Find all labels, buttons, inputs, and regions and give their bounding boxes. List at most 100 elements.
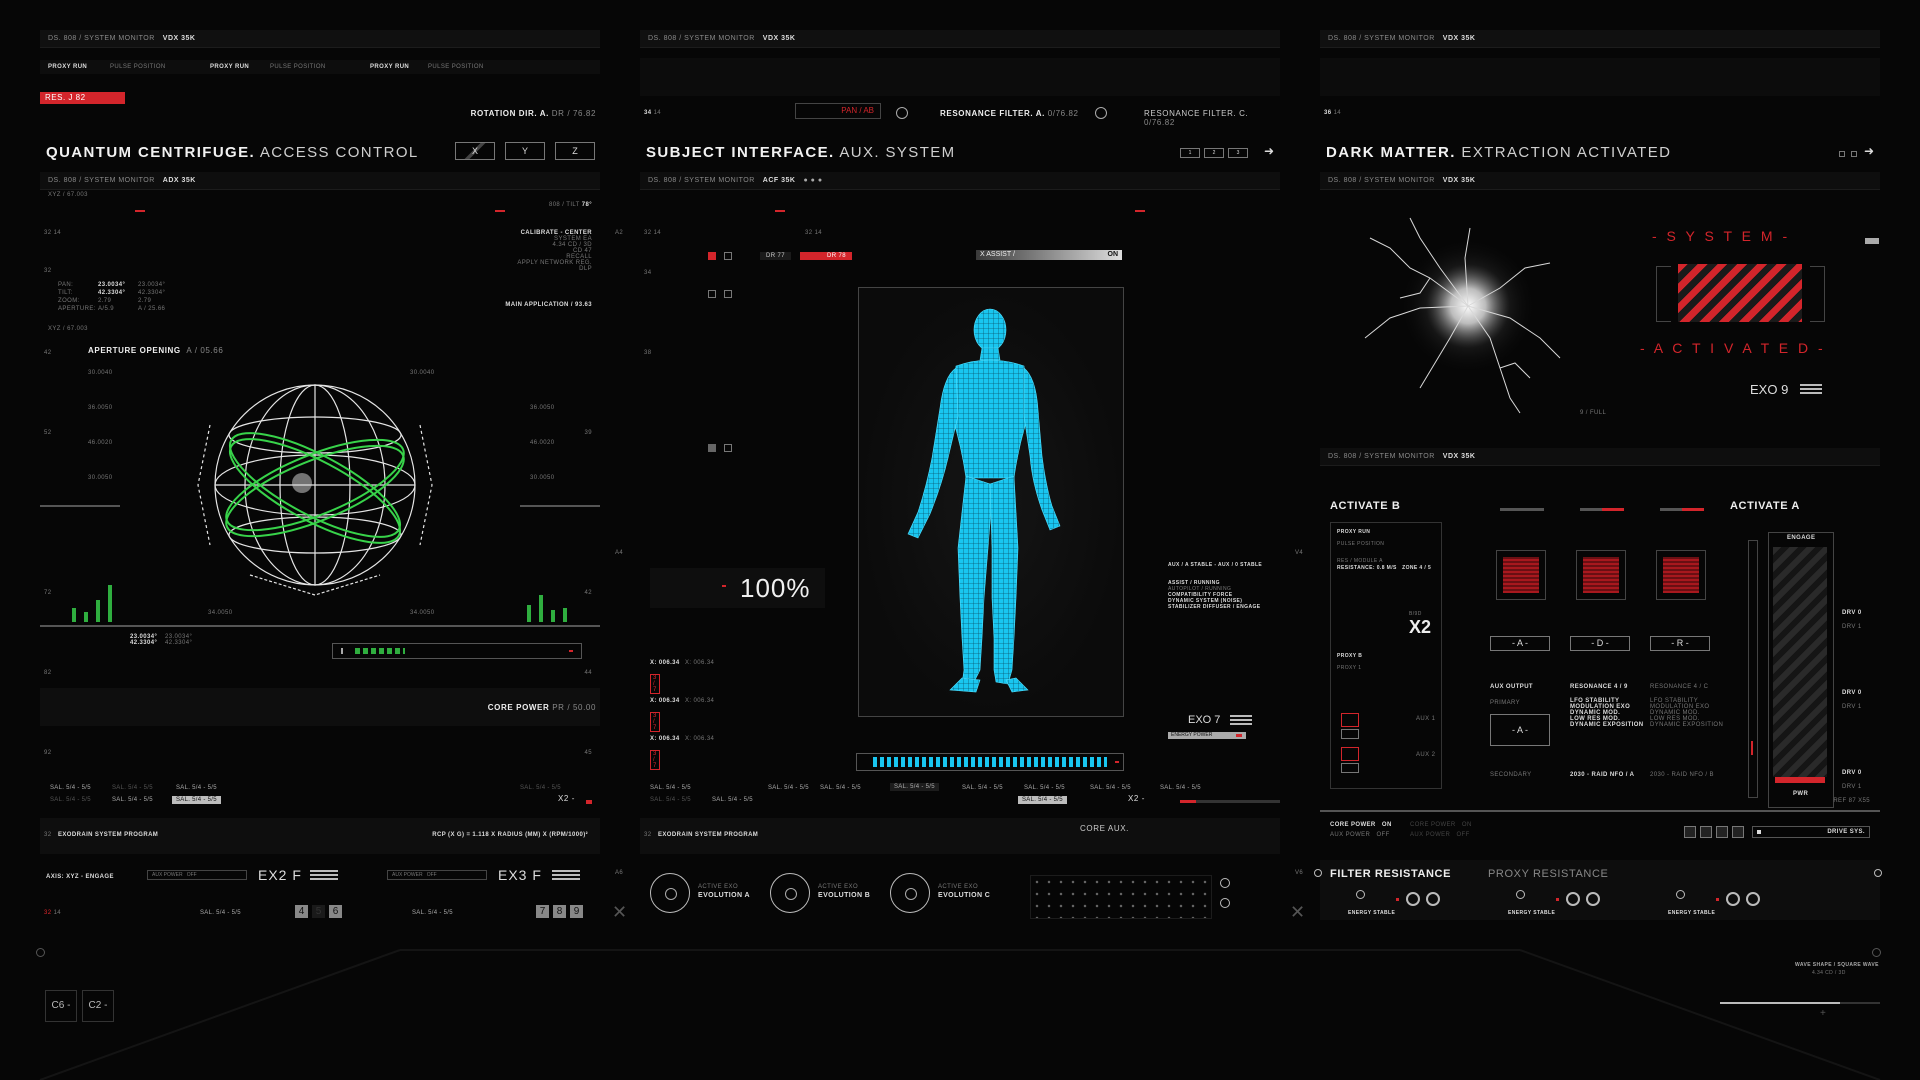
arrow-right-icon[interactable]: ➜ [1864,144,1875,158]
drv-item[interactable]: DRV 0 [1842,690,1862,696]
pan-ab-box[interactable]: PAN / AB [795,103,881,119]
sal-pill[interactable]: SAL. 5/4 - 5/5 [712,797,753,803]
sal-pill[interactable]: SAL. 5/4 - 5/5 [50,797,91,803]
sal-pill[interactable]: SAL. 5/4 - 5/5 [112,785,153,791]
sal-pill[interactable]: SAL. 5/4 - 5/5 [962,785,1003,791]
filter-knob[interactable] [1746,892,1760,906]
sal-pill[interactable]: SAL. 5/4 - 5/5 [768,785,809,791]
proxy-run-2[interactable]: PROXY RUN [210,64,250,70]
num-box[interactable]: 6 [329,905,342,918]
drv-item[interactable]: DRV 1 [1842,784,1862,790]
drv-item[interactable]: DRV 0 [1842,770,1862,776]
sal-pill[interactable]: SAL. 5/4 - 5/5 [112,797,153,803]
filter-circle-icon[interactable] [1314,869,1322,877]
letter-box-d[interactable]: - D - [1570,636,1630,651]
window-icon[interactable] [1839,151,1845,157]
proxy-b[interactable]: PROXY B [1337,653,1363,659]
close-icon[interactable]: ✕ [612,902,628,922]
coord-tag[interactable]: 3 / 7 [650,750,660,770]
num-box[interactable]: 4 [295,905,308,918]
num-box[interactable]: 5 [312,905,325,918]
sal-pill[interactable]: SAL. 5/4 - 5/5 [50,785,91,791]
axis-y-button[interactable]: Y [505,142,545,160]
num-box[interactable]: 9 [570,905,583,918]
scroll-tab[interactable] [1865,238,1879,244]
letter-box-a[interactable]: - A - [1490,636,1550,651]
small-toggle[interactable] [1341,729,1359,739]
proxy-run-3[interactable]: PROXY RUN [370,64,410,70]
sal-pill[interactable]: SAL. 5/4 - 5/5 [200,910,241,916]
sal-pill[interactable]: SAL. 5/4 - 5/5 [820,785,861,791]
evolution-c-knob[interactable] [890,873,930,913]
c2-box[interactable]: C2 - [82,990,114,1022]
evolution-b-knob[interactable] [770,873,810,913]
on-label[interactable]: ON [1381,822,1392,828]
drive-button[interactable] [1684,826,1696,838]
checkbox[interactable] [724,290,732,298]
drv-item[interactable]: DRV 0 [1842,610,1862,616]
side-slider[interactable] [1748,540,1758,798]
checkbox-checked[interactable] [708,252,716,260]
small-knob-icon[interactable] [1220,878,1230,888]
checkbox[interactable] [724,444,732,452]
pad-a[interactable] [1496,550,1546,600]
filter-knob[interactable] [1586,892,1600,906]
arrow-right-icon[interactable]: ➜ [1264,144,1275,158]
pad-d[interactable] [1576,550,1626,600]
sal-pill-selected[interactable]: SAL. 5/4 - 5/5 [172,796,221,804]
sal-pill[interactable]: SAL. 5/4 - 5/5 [1160,785,1201,791]
small-toggle[interactable] [1341,763,1359,773]
aux-power-field[interactable]: AUX POWER OFF [147,870,247,880]
num-box[interactable]: 7 [536,905,549,918]
evolution-a-knob[interactable] [650,873,690,913]
sal-pill[interactable]: SAL. 5/4 - 5/5 [890,783,939,791]
filter-circle-icon[interactable] [1874,869,1882,877]
filter-knob[interactable] [1426,892,1440,906]
wave-slider[interactable] [1720,1002,1880,1004]
small-toggle[interactable] [1341,747,1359,761]
filter-knob[interactable] [1406,892,1420,906]
axis-x-button[interactable]: X [455,142,495,160]
x-assist-bar[interactable]: X ASSIST / ON [976,250,1122,260]
coord-tag[interactable]: 3 / 7 [650,674,660,694]
sal-pill[interactable]: SAL. 5/4 - 5/5 [412,910,453,916]
sal-pill-selected[interactable]: SAL. 5/4 - 5/5 [1018,796,1067,804]
proxy-1[interactable]: PROXY 1 [1337,665,1362,671]
num-box[interactable]: 8 [553,905,566,918]
filter-knob[interactable] [1726,892,1740,906]
drive-sys-field[interactable]: DRIVE SYS. [1752,826,1870,838]
proxy-run[interactable]: PROXY RUN [1337,529,1371,535]
plus-icon[interactable]: + [1820,1008,1826,1019]
sal-pill[interactable]: SAL. 5/4 - 5/5 [1024,785,1065,791]
page-3-button[interactable]: 3 [1228,148,1248,158]
checkbox[interactable] [724,252,732,260]
off-label[interactable]: OFF [1376,832,1390,838]
checkbox-filled[interactable] [708,444,716,452]
drive-button[interactable] [1700,826,1712,838]
sal-pill[interactable]: SAL. 5/4 - 5/5 [650,797,691,803]
drv-item[interactable]: DRV 1 [1842,624,1862,630]
small-toggle[interactable] [1341,713,1359,727]
axis-z-button[interactable]: Z [555,142,595,160]
letter-box-r[interactable]: - R - [1650,636,1710,651]
page-2-button[interactable]: 2 [1204,148,1224,158]
lock-icon[interactable] [896,107,908,119]
window-icon[interactable] [1851,151,1857,157]
engage-column[interactable]: ENGAGE PWR [1768,532,1834,808]
sal-pill[interactable]: SAL. 5/4 - 5/5 [650,785,691,791]
coord-tag[interactable]: 3 / 7 [650,712,660,732]
page-1-button[interactable]: 1 [1180,148,1200,158]
sal-pill[interactable]: SAL. 5/4 - 5/5 [176,785,217,791]
small-knob-icon[interactable] [1220,898,1230,908]
proxy-run-1[interactable]: PROXY RUN [48,64,88,70]
filter-knob[interactable] [1676,890,1685,899]
primary-box[interactable]: - A - [1490,714,1550,746]
c6-box[interactable]: C6 - [45,990,77,1022]
filter-knob[interactable] [1356,890,1365,899]
drive-button[interactable] [1732,826,1744,838]
drv-item[interactable]: DRV 1 [1842,704,1862,710]
close-icon[interactable]: ✕ [1290,902,1306,922]
x2-slider[interactable] [1180,800,1280,803]
checkbox[interactable] [708,290,716,298]
pad-r[interactable] [1656,550,1706,600]
